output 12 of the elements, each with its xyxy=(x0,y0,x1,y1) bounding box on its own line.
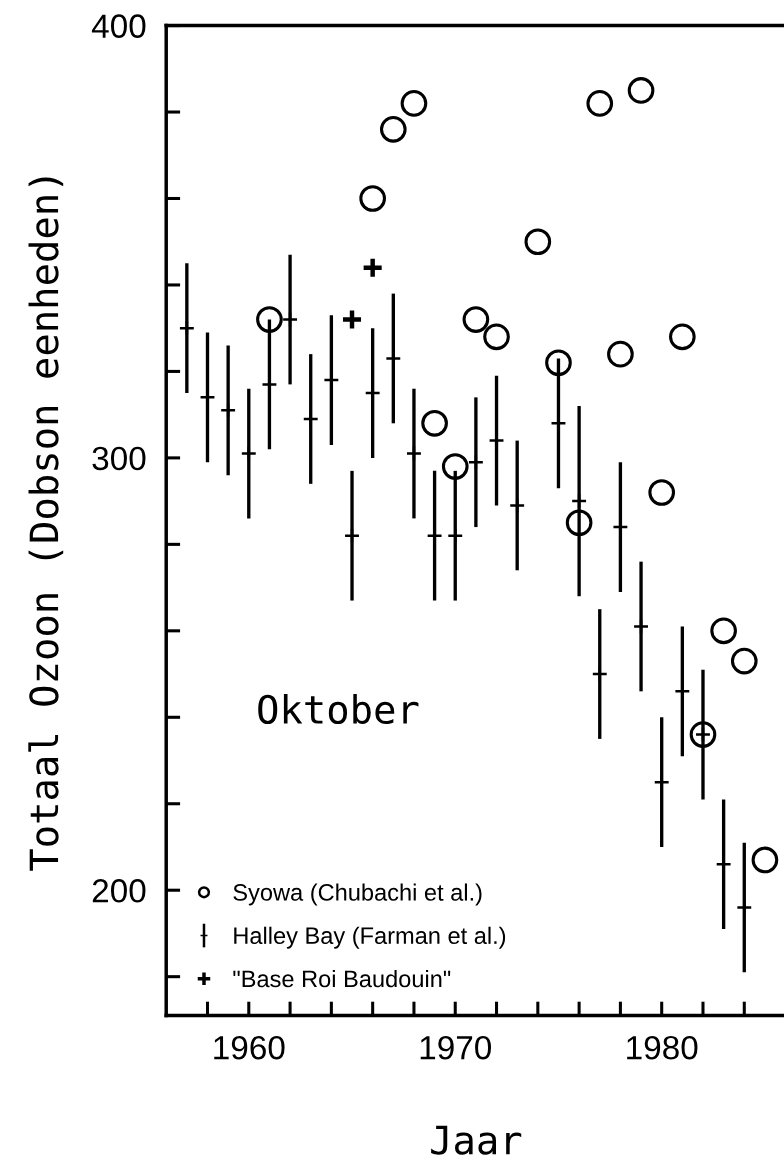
x-axis-title: Jaar xyxy=(431,1125,522,1155)
legend-label: "Base Roi Baudouin" xyxy=(233,969,451,988)
x-tick-label: 1960 xyxy=(214,1035,285,1060)
y-tick-label: 200 xyxy=(92,879,146,903)
legend-label: Halley Bay (Farman et al.) xyxy=(234,926,506,949)
y-tick-label: 400 xyxy=(91,14,146,38)
legend-label: Syowa (Chubachi et al.) xyxy=(233,883,482,906)
x-tick-label: 1980 xyxy=(627,1035,698,1060)
y-tick-label: 300 xyxy=(92,446,146,471)
y-axis-title: Totaal Ozoon (Dobson eenheden) xyxy=(28,177,64,871)
annotation: Oktober xyxy=(258,693,419,725)
x-tick-label: 1970 xyxy=(420,1035,492,1060)
